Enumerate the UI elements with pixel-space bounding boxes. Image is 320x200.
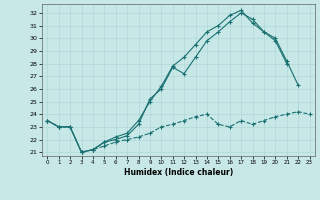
X-axis label: Humidex (Indice chaleur): Humidex (Indice chaleur): [124, 168, 233, 177]
